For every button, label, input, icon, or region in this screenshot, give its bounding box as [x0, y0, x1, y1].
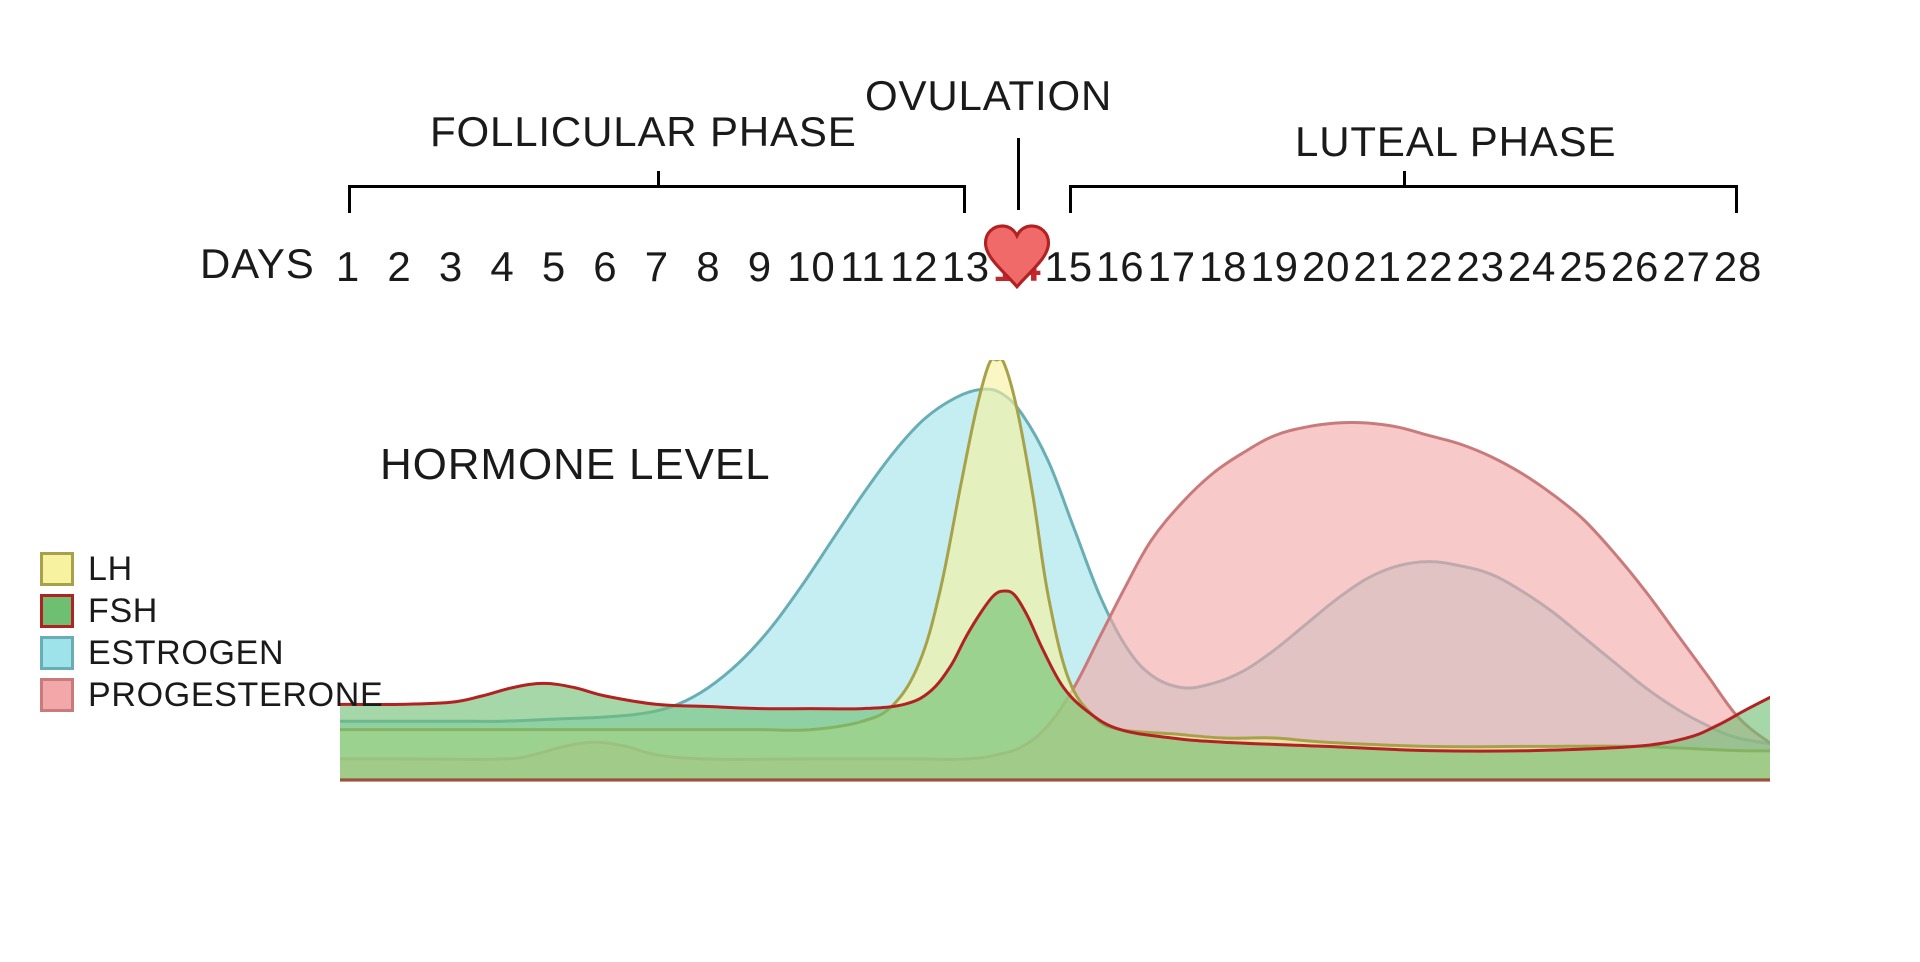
- day-number: 7: [645, 243, 669, 291]
- phase-label-follicular: FOLLICULAR PHASE: [430, 108, 857, 156]
- hormone-area-chart: [340, 360, 1770, 800]
- menstrual-cycle-diagram: FOLLICULAR PHASE OVULATION LUTEAL PHASE …: [0, 0, 1920, 962]
- bracket-line: [963, 185, 966, 213]
- chart-legend: LHFSHESTROGENPROGESTERONE: [40, 548, 383, 716]
- bracket-line: [1069, 185, 1072, 213]
- day-number: 8: [696, 243, 720, 291]
- day-number: 6: [593, 243, 617, 291]
- day-number: 21: [1353, 243, 1401, 291]
- bracket-line: [348, 185, 966, 188]
- legend-swatch: [40, 594, 74, 628]
- day-number: 17: [1148, 243, 1196, 291]
- days-axis-label: DAYS: [200, 240, 315, 288]
- legend-item-fsh: FSH: [40, 590, 383, 632]
- legend-label: ESTROGEN: [88, 634, 284, 673]
- legend-item-progesterone: PROGESTERONE: [40, 674, 383, 716]
- day-number: 25: [1559, 243, 1607, 291]
- day-number: 16: [1096, 243, 1144, 291]
- day-number: 12: [890, 243, 938, 291]
- day-number: 27: [1662, 243, 1710, 291]
- day-number: 26: [1611, 243, 1659, 291]
- legend-label: PROGESTERONE: [88, 676, 383, 715]
- day-number: 1: [336, 243, 360, 291]
- bracket-line: [1069, 185, 1738, 188]
- day-number: 20: [1302, 243, 1350, 291]
- day-number: 24: [1508, 243, 1556, 291]
- legend-item-lh: LH: [40, 548, 383, 590]
- legend-swatch: [40, 678, 74, 712]
- legend-swatch: [40, 552, 74, 586]
- legend-item-estrogen: ESTROGEN: [40, 632, 383, 674]
- bracket-line: [1403, 171, 1406, 185]
- bracket-line: [657, 171, 660, 185]
- day-number: 10: [787, 243, 835, 291]
- day-number: 22: [1405, 243, 1453, 291]
- phase-label-luteal: LUTEAL PHASE: [1295, 118, 1616, 166]
- day-number: 4: [490, 243, 514, 291]
- legend-label: LH: [88, 550, 133, 589]
- day-number: 19: [1250, 243, 1298, 291]
- bracket-line: [1017, 138, 1020, 210]
- day-number: 3: [439, 243, 463, 291]
- day-number: 18: [1199, 243, 1247, 291]
- day-number: 9: [748, 243, 772, 291]
- heart-icon: [981, 222, 1053, 299]
- day-number: 23: [1456, 243, 1504, 291]
- legend-label: FSH: [88, 592, 158, 631]
- day-number: 11: [840, 243, 885, 291]
- day-number: 5: [542, 243, 566, 291]
- bracket-line: [348, 185, 351, 213]
- day-number: 2: [387, 243, 411, 291]
- day-number: 28: [1714, 243, 1762, 291]
- phase-label-ovulation: OVULATION: [865, 72, 1112, 120]
- bracket-line: [1735, 185, 1738, 213]
- legend-swatch: [40, 636, 74, 670]
